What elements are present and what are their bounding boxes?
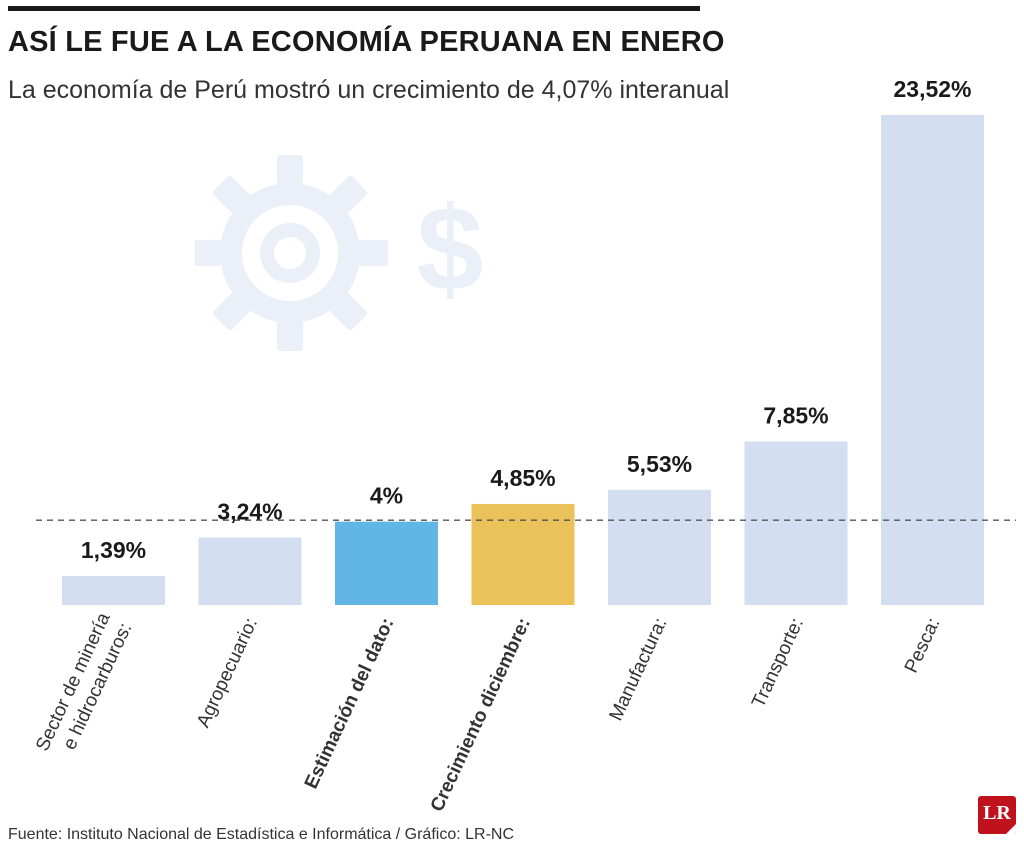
dollar-icon: $ xyxy=(417,182,484,316)
bar-0 xyxy=(62,576,165,605)
category-label-4: Manufactura: xyxy=(606,615,672,724)
svg-text:Estimación del dato:: Estimación del dato: xyxy=(301,615,399,792)
svg-text:Manufactura:: Manufactura: xyxy=(606,615,672,724)
svg-text:Crecimiento diciembre:: Crecimiento diciembre: xyxy=(427,615,535,815)
value-label-5: 7,85% xyxy=(763,402,828,428)
bar-2 xyxy=(335,521,438,605)
category-label-3: Crecimiento diciembre: xyxy=(427,615,535,815)
logo-fold xyxy=(1006,824,1016,834)
value-label-3: 4,85% xyxy=(490,465,555,491)
decor-icons: $ xyxy=(195,155,484,351)
bar-6 xyxy=(881,115,984,605)
value-label-4: 5,53% xyxy=(627,451,692,477)
svg-text:Pesca:: Pesca: xyxy=(901,615,945,677)
gear-icon xyxy=(195,155,388,351)
value-label-2: 4% xyxy=(370,483,403,509)
value-label-1: 3,24% xyxy=(217,499,282,525)
value-label-0: 1,39% xyxy=(81,537,146,563)
chart-title: ASÍ LE FUE A LA ECONOMÍA PERUANA EN ENER… xyxy=(8,26,725,58)
svg-text:Sector de mineríae hidrocarbur: Sector de mineríae hidrocarburos: xyxy=(32,609,136,764)
category-label-0: Sector de mineríae hidrocarburos: xyxy=(32,609,136,764)
bar-1 xyxy=(198,537,302,605)
category-labels-group: Sector de mineríae hidrocarburos: Agropec… xyxy=(32,609,944,815)
lr-logo: LR xyxy=(978,796,1016,834)
logo-text: LR xyxy=(983,802,1011,824)
bar-4 xyxy=(608,489,711,605)
value-labels-group: 1,39% 3,24% 4% 4,85% 5,53% 7,85% 23,52% xyxy=(81,76,972,563)
category-label-6: Pesca: xyxy=(901,615,945,677)
value-label-6: 23,52% xyxy=(893,76,971,102)
source-note: Fuente: Instituto Nacional de Estadístic… xyxy=(8,826,514,843)
svg-text:Agropecuario:: Agropecuario: xyxy=(193,615,262,731)
chart-subtitle: La economía de Perú mostró un crecimient… xyxy=(8,76,730,104)
svg-text:Transporte:: Transporte: xyxy=(748,615,808,711)
category-label-5: Transporte: xyxy=(748,615,808,711)
title-rule xyxy=(8,6,700,11)
bars-group xyxy=(62,115,984,605)
category-label-2: Estimación del dato: xyxy=(301,615,399,792)
bar-3 xyxy=(471,503,575,605)
category-label-1: Agropecuario: xyxy=(193,615,262,731)
bar-5 xyxy=(744,441,848,605)
